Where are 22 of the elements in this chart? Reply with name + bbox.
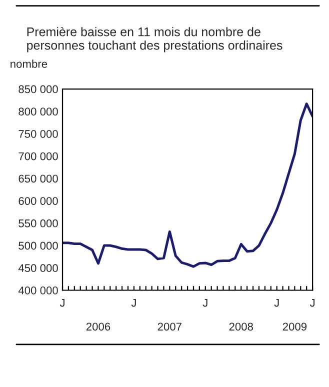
x-tick-label: J — [131, 298, 136, 307]
text: 2007 — [158, 322, 182, 331]
x-tick-label: J — [202, 298, 208, 307]
x-tick-label: J — [310, 298, 315, 307]
y-tick-label: 700 000 — [18, 152, 58, 160]
x-tick-label: J — [274, 298, 279, 307]
y-tick-label: 450 000 — [18, 264, 58, 272]
y-tick-label: 800 000 — [18, 108, 58, 116]
text: 2006 — [86, 322, 110, 331]
y-tick-label: 500 000 — [18, 242, 58, 250]
y-tick-label: 650 000 — [18, 174, 58, 183]
x-tick-label: J — [60, 298, 64, 307]
y-tick-label: 850 000 — [18, 85, 58, 94]
line-series — [62, 102, 313, 268]
y-tick-label: 550 000 — [18, 219, 58, 228]
chart-title: Première baisse en 11 mois du nombre de personnes touchant des prestations ordinaires — [27, 26, 282, 52]
y-tick-label: 400 000 — [18, 286, 58, 294]
y-tick-label: 600 000 — [18, 197, 58, 205]
text: 2009 — [282, 322, 307, 331]
y-tick-label: 750 000 — [18, 130, 58, 138]
y-axis-title: nombre — [10, 60, 48, 68]
text: 2008 — [229, 322, 253, 331]
